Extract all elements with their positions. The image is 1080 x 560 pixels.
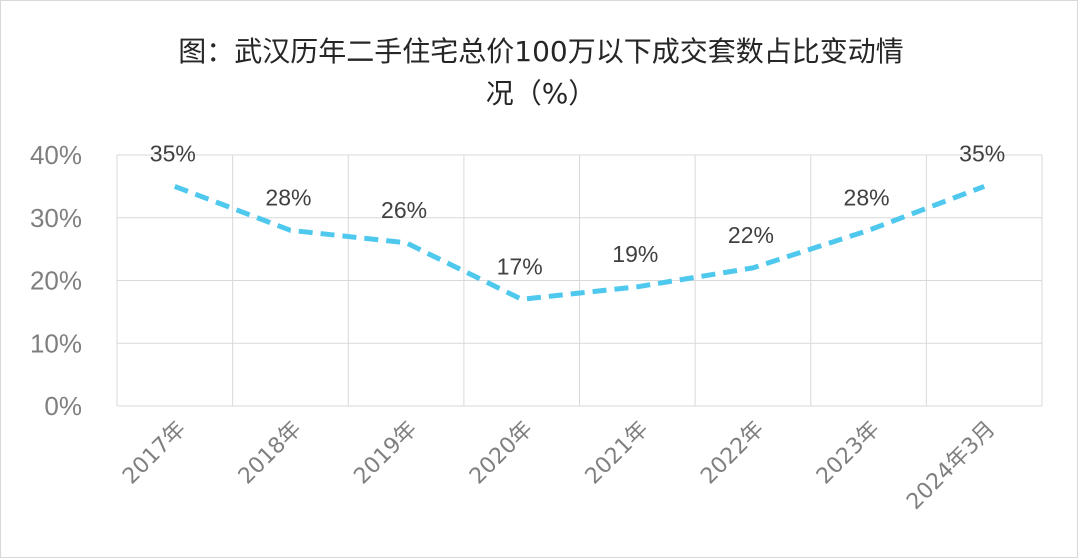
y-tick-label: 10% xyxy=(30,328,82,358)
x-tick-label: 2021年 xyxy=(581,417,654,490)
data-label: 35% xyxy=(959,140,1005,166)
data-label: 26% xyxy=(381,197,427,223)
x-tick-label: 2018年 xyxy=(234,417,307,490)
series-line xyxy=(173,184,986,302)
data-label: 17% xyxy=(497,253,543,279)
y-tick-label: 20% xyxy=(30,266,82,296)
data-label: 28% xyxy=(265,184,311,210)
data-label: 19% xyxy=(612,241,658,267)
x-tick-label: 2024年3月 xyxy=(902,417,1000,515)
x-tick-label: 2020年 xyxy=(465,417,538,490)
y-tick-label: 40% xyxy=(30,140,82,170)
y-tick-label: 30% xyxy=(30,203,82,233)
x-tick-label: 2022年 xyxy=(696,417,769,490)
data-label: 35% xyxy=(150,140,196,166)
x-tick-label: 2019年 xyxy=(349,417,422,490)
y-tick-label: 0% xyxy=(44,391,82,421)
data-label: 22% xyxy=(728,222,774,248)
x-tick-label: 2023年 xyxy=(812,417,885,490)
x-tick-label: 2017年 xyxy=(118,417,191,490)
chart-title: 图：武汉历年二手住宅总价100万以下成交套数占比变动情 况（%） xyxy=(178,35,904,110)
data-label: 28% xyxy=(844,184,890,210)
